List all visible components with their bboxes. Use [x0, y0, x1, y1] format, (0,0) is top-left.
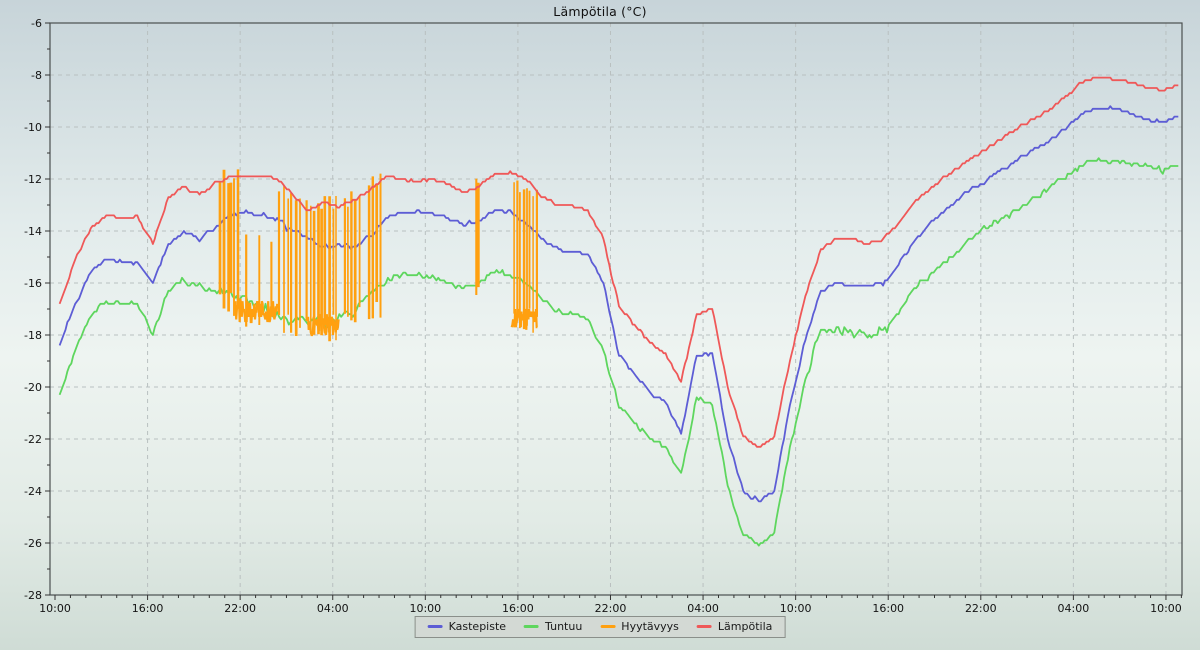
- svg-text:16:00: 16:00: [132, 602, 164, 615]
- x-axis-labels: 10:00 16:00 22:00 04:00 10:00 16:00 22:00 04:00…: [39, 602, 1182, 615]
- gridlines: [50, 23, 1182, 595]
- legend-item-tuntuu: Tuntuu: [524, 620, 582, 633]
- legend-item-kastepiste: Kastepiste: [427, 620, 507, 633]
- series-line-kastepiste: [58, 105, 1179, 503]
- legend-item-lämpötila: Lämpötila: [696, 620, 773, 633]
- svg-text:-24: -24: [24, 485, 42, 498]
- svg-text:10:00: 10:00: [39, 602, 71, 615]
- chart-legend: Kastepiste Tuntuu Hyytävyys Lämpötila: [414, 616, 786, 638]
- legend-label: Lämpötila: [717, 620, 773, 633]
- svg-text:-8: -8: [31, 69, 42, 82]
- svg-text:22:00: 22:00: [965, 602, 997, 615]
- svg-text:22:00: 22:00: [595, 602, 627, 615]
- svg-text:04:00: 04:00: [687, 602, 719, 615]
- svg-text:-28: -28: [24, 589, 42, 602]
- series-spikes-hyytävyys: [218, 169, 539, 342]
- series-line-lämpötila: [58, 76, 1179, 448]
- svg-text:-10: -10: [24, 121, 42, 134]
- svg-text:04:00: 04:00: [317, 602, 349, 615]
- svg-text:16:00: 16:00: [502, 602, 534, 615]
- svg-text:-20: -20: [24, 381, 42, 394]
- legend-swatch: [524, 625, 540, 628]
- svg-text:-16: -16: [24, 277, 42, 290]
- legend-swatch: [696, 625, 712, 628]
- svg-text:16:00: 16:00: [872, 602, 904, 615]
- legend-label: Hyytävyys: [621, 620, 679, 633]
- svg-text:-22: -22: [24, 433, 42, 446]
- svg-text:10:00: 10:00: [409, 602, 441, 615]
- axis-ticks: [45, 22, 1182, 600]
- chart-title: Lämpötila (°C): [553, 4, 647, 19]
- svg-text:10:00: 10:00: [1150, 602, 1182, 615]
- legend-swatch: [427, 625, 443, 628]
- svg-text:-26: -26: [24, 537, 42, 550]
- svg-text:22:00: 22:00: [224, 602, 256, 615]
- legend-swatch: [600, 625, 616, 628]
- svg-text:-14: -14: [24, 225, 42, 238]
- legend-item-hyytävyys: Hyytävyys: [600, 620, 679, 633]
- svg-text:04:00: 04:00: [1058, 602, 1090, 615]
- legend-label: Kastepiste: [448, 620, 507, 633]
- svg-text:10:00: 10:00: [780, 602, 812, 615]
- svg-text:-18: -18: [24, 329, 42, 342]
- svg-text:-6: -6: [31, 17, 42, 30]
- svg-text:-12: -12: [24, 173, 42, 186]
- y-axis-labels: -6 -8 -10 -12 -14 -16 -18 -20 -22 -24 -26 -28: [24, 17, 42, 602]
- plot-frame: [49, 22, 1183, 596]
- legend-label: Tuntuu: [545, 620, 583, 633]
